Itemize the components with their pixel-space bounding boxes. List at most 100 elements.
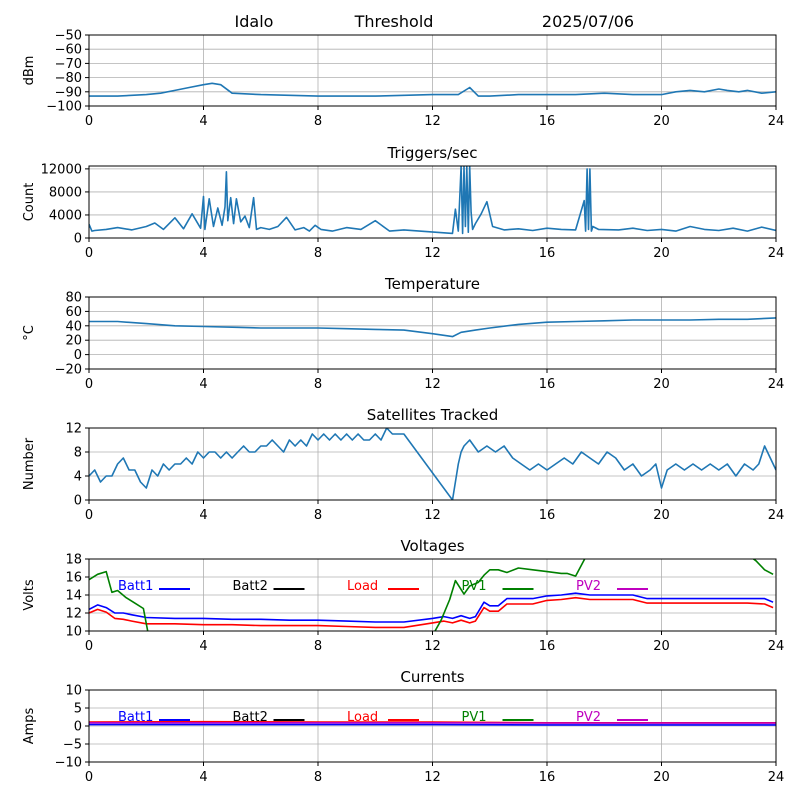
x-tick-label: 24	[768, 246, 785, 261]
x-tick-label: 20	[653, 114, 670, 129]
y-tick-label: 8	[74, 446, 82, 461]
header-mode: Threshold	[354, 12, 434, 31]
x-tick-label: 0	[85, 639, 93, 654]
legend-label-batt2: Batt2	[233, 579, 268, 594]
legend-label-batt1: Batt1	[118, 710, 153, 725]
y-tick-label: 4000	[49, 208, 82, 223]
x-tick-label: 8	[314, 377, 322, 392]
y-tick-label: 0	[74, 232, 82, 247]
x-tick-label: 4	[199, 246, 207, 261]
x-tick-label: 24	[768, 508, 785, 523]
y-axis-label: Volts	[22, 579, 37, 611]
x-tick-label: 24	[768, 639, 785, 654]
x-tick-label: 20	[653, 508, 670, 523]
panel-satellites: 0 4 8 12 16 20 24 0 4 8 12 Number Satellites Tracked	[22, 406, 784, 523]
x-tick-label: 8	[314, 770, 322, 785]
x-tick-label: 20	[653, 770, 670, 785]
legend-label-pv1: PV1	[462, 579, 487, 594]
y-axis-label: °C	[22, 325, 37, 341]
series-line-batt1	[89, 592, 774, 623]
x-tick-label: 24	[768, 377, 785, 392]
legend-label-pv1: PV1	[462, 710, 487, 725]
x-tick-label: 0	[85, 770, 93, 785]
y-tick-label: −100	[46, 100, 82, 115]
series-line-load	[89, 596, 774, 629]
legend-label-load: Load	[347, 710, 378, 725]
legend-label-batt1: Batt1	[118, 579, 153, 594]
y-tick-label: 20	[65, 334, 82, 349]
y-tick-label: 12000	[41, 162, 82, 177]
y-tick-label: 80	[65, 291, 82, 306]
chart-title: Temperature	[384, 275, 480, 293]
y-tick-label: 10	[65, 625, 82, 640]
x-tick-label: 12	[424, 508, 441, 523]
panel-voltages: 0 4 8 12 16 20 24 10 12 14 16 18 Volts Voltages Batt1 B…	[22, 537, 784, 654]
y-axis-label: Amps	[22, 707, 37, 744]
y-axis-label: dBm	[22, 56, 37, 86]
y-tick-label: 5	[74, 702, 82, 717]
y-axis-label: Number	[22, 437, 37, 490]
series-line-signal	[89, 82, 776, 97]
chart-title: Currents	[400, 668, 464, 686]
x-tick-label: 4	[199, 770, 207, 785]
y-tick-label: −80	[55, 71, 82, 86]
legend-label-load: Load	[347, 579, 378, 594]
panel-signal: 0 4 8 12 16 20 24 −100−90−80−70−60−50 dBm	[22, 29, 784, 130]
chart-title: Voltages	[400, 537, 464, 555]
x-tick-label: 16	[539, 114, 556, 129]
panel-currents: 0 4 8 12 16 20 24 −10 −5 0 5 10 Amps Currents Batt1 Bat…	[22, 668, 784, 785]
x-tick-label: 12	[424, 377, 441, 392]
series-line-pv1	[89, 559, 774, 631]
y-tick-label: 12	[65, 607, 82, 622]
x-tick-label: 20	[653, 246, 670, 261]
legend-label-pv2: PV2	[576, 710, 601, 725]
series-line-satellites	[89, 428, 776, 500]
x-tick-label: 8	[314, 639, 322, 654]
x-tick-label: 16	[539, 639, 556, 654]
chart-title: Triggers/sec	[387, 144, 478, 162]
y-tick-label: 10	[65, 684, 82, 699]
x-tick-label: 12	[424, 114, 441, 129]
x-tick-label: 8	[314, 508, 322, 523]
series-line-temperature	[89, 317, 776, 338]
y-tick-label: 16	[65, 571, 82, 586]
y-tick-label: 0	[74, 348, 82, 363]
y-tick-label: 0	[74, 720, 82, 735]
y-tick-label: −50	[55, 29, 82, 44]
x-tick-label: 12	[424, 770, 441, 785]
y-tick-label: −5	[63, 738, 82, 753]
x-tick-label: 16	[539, 508, 556, 523]
y-tick-label: 12	[65, 422, 82, 437]
y-tick-label: −90	[55, 85, 82, 100]
x-tick-label: 8	[314, 114, 322, 129]
x-tick-label: 16	[539, 770, 556, 785]
y-tick-label: 0	[74, 494, 82, 509]
x-tick-label: 24	[768, 770, 785, 785]
x-tick-label: 12	[424, 639, 441, 654]
x-tick-label: 4	[199, 377, 207, 392]
legend-label-batt2: Batt2	[233, 710, 268, 725]
y-tick-label: 4	[74, 470, 82, 485]
x-tick-label: 24	[768, 114, 785, 129]
x-tick-label: 12	[424, 246, 441, 261]
x-tick-label: 16	[539, 377, 556, 392]
x-tick-label: 20	[653, 639, 670, 654]
chart-title: Satellites Tracked	[367, 406, 498, 424]
y-tick-label: 18	[65, 553, 82, 568]
y-tick-label: 60	[65, 305, 82, 320]
y-tick-label: 8000	[49, 185, 82, 200]
x-tick-label: 4	[199, 639, 207, 654]
header-date: 2025/07/06	[542, 12, 634, 31]
legend-label-pv2: PV2	[576, 579, 601, 594]
x-tick-label: 20	[653, 377, 670, 392]
x-tick-label: 8	[314, 246, 322, 261]
x-tick-label: 0	[85, 114, 93, 129]
y-tick-label: −60	[55, 43, 82, 58]
y-tick-label: 40	[65, 319, 82, 334]
x-tick-label: 0	[85, 508, 93, 523]
panel-triggers: 0 4 8 12 16 20 24 0 4000 8000 12000 Count Triggers/s…	[22, 144, 784, 261]
